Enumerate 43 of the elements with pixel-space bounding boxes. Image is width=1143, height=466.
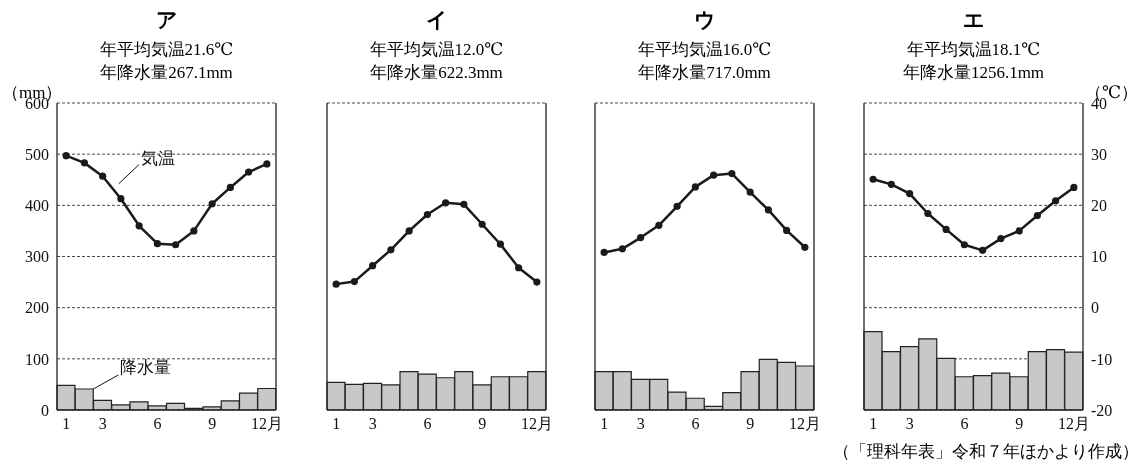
y-tick-label: 200 <box>25 299 49 317</box>
chart-subtitle: 年平均気温21.6℃ 年降水量267.1mm <box>98 39 235 84</box>
x-tick-label: 9 <box>1015 415 1024 433</box>
chart-title: ウ <box>692 7 717 34</box>
y2-tick-label: 30 <box>1091 145 1107 163</box>
chart-subtitle: 年平均気温12.0℃ 年降水量622.3mm <box>368 39 505 84</box>
x-tick-label: 6 <box>960 415 969 433</box>
y-tick-label: 400 <box>25 197 49 215</box>
series-label: 気温 <box>140 148 175 168</box>
x-tick-label: 6 <box>423 415 432 433</box>
x-tick-label: 1 <box>600 415 609 433</box>
x-tick-label: 9 <box>746 415 755 433</box>
x-tick-label: 9 <box>208 415 217 433</box>
series-label: 降水量 <box>120 358 172 378</box>
x-tick-label: 12月 <box>250 415 283 433</box>
x-tick-label: 3 <box>368 415 377 433</box>
chart-title: エ <box>961 7 986 34</box>
y2-tick-label: 20 <box>1091 197 1107 215</box>
x-tick-label: 1 <box>869 415 878 433</box>
text: （「理科年表」令和７年ほかより作成） <box>833 441 1139 463</box>
chart-subtitle: 年平均気温16.0℃ 年降水量717.0mm <box>636 39 773 84</box>
y-tick-label: 300 <box>25 248 49 266</box>
x-tick-label: 6 <box>153 415 162 433</box>
y2-tick-label: -10 <box>1091 350 1113 368</box>
y-tick-label: 0 <box>41 401 49 419</box>
x-tick-label: 12月 <box>520 415 553 433</box>
x-tick-label: 12月 <box>788 415 821 433</box>
x-tick-label: 3 <box>636 415 645 433</box>
x-tick-label: 6 <box>691 415 700 433</box>
y-tick-label: 500 <box>25 145 49 163</box>
y2-tick-label: 0 <box>1091 299 1099 317</box>
x-tick-label: 1 <box>332 415 341 433</box>
x-tick-label: 3 <box>98 415 107 433</box>
x-tick-label: 3 <box>905 415 914 433</box>
y2-tick-label: 10 <box>1091 248 1107 266</box>
chart-subtitle: 年平均気温18.1℃ 年降水量1256.1mm <box>901 39 1046 84</box>
y-tick-label: 100 <box>25 350 49 368</box>
chart-title: ア <box>154 7 179 34</box>
y2-tick-label: -20 <box>1091 401 1113 419</box>
x-tick-label: 9 <box>478 415 487 433</box>
x-tick-label: 12月 <box>1057 415 1090 433</box>
x-tick-label: 1 <box>62 415 71 433</box>
chart-title: イ <box>424 7 449 34</box>
